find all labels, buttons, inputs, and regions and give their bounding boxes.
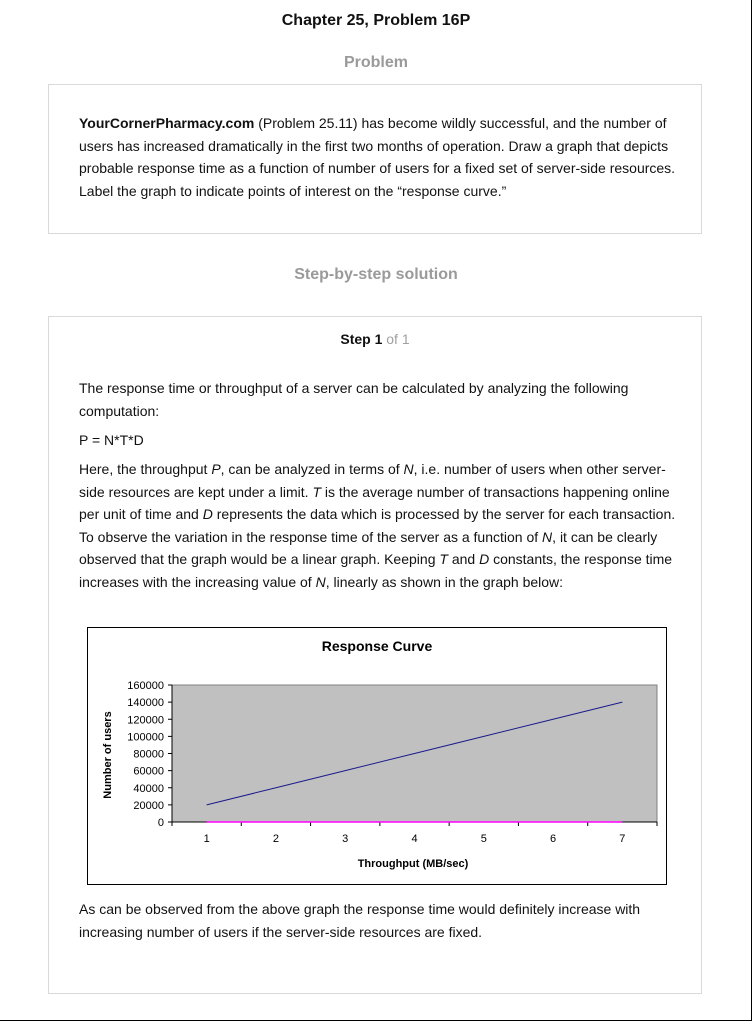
x-axis-label: Throughput (MB/sec) bbox=[358, 858, 469, 870]
step-indicator: Step 1 of 1 bbox=[49, 331, 701, 347]
x-tick-label: 4 bbox=[411, 833, 417, 845]
y-tick-label: 40000 bbox=[133, 783, 164, 795]
y-axis-label: Number of users bbox=[102, 711, 114, 798]
problem-card: YourCornerPharmacy.com (Problem 25.11) h… bbox=[48, 84, 702, 234]
problem-text: (Problem 25.11) has become wildly succes… bbox=[79, 115, 676, 199]
y-tick-label: 60000 bbox=[133, 766, 164, 778]
x-tick-label: 6 bbox=[550, 833, 556, 845]
x-tick-label: 3 bbox=[342, 833, 348, 845]
solution-intro: The response time or throughput of a ser… bbox=[79, 380, 629, 419]
step-number: Step 1 bbox=[340, 331, 383, 347]
solution-card: Step 1 of 1 The response time or through… bbox=[48, 316, 702, 994]
solution-explanation: Here, the throughput P, can be analyzed … bbox=[79, 461, 676, 590]
y-tick-label: 140000 bbox=[127, 697, 164, 709]
chart-title: Response Curve bbox=[322, 638, 433, 654]
problem-site-name: YourCornerPharmacy.com bbox=[79, 115, 255, 131]
step-total: of 1 bbox=[382, 331, 410, 347]
y-tick-label: 100000 bbox=[127, 731, 164, 743]
response-curve-chart: Response Curve 0 20000 40000 60000 80000 1000… bbox=[87, 627, 667, 885]
y-tick-label: 20000 bbox=[133, 800, 164, 812]
x-tick-label: 2 bbox=[273, 833, 279, 845]
y-tick-label: 120000 bbox=[127, 714, 164, 726]
solution-conclusion: As can be observed from the above graph … bbox=[79, 901, 641, 940]
y-axis: 0 20000 40000 60000 80000 100000 120000 140000 1… bbox=[127, 680, 173, 829]
problem-statement: YourCornerPharmacy.com (Problem 25.11) h… bbox=[79, 112, 679, 202]
y-tick-label: 80000 bbox=[133, 749, 164, 761]
formula: P = N*T*D bbox=[79, 432, 144, 448]
x-tick-label: 1 bbox=[204, 833, 210, 845]
y-tick-label: 0 bbox=[158, 817, 164, 829]
page-title: Chapter 25, Problem 16P bbox=[281, 12, 471, 29]
problem-heading: Problem bbox=[343, 54, 408, 71]
y-tick-label: 160000 bbox=[127, 680, 164, 692]
chart-svg: Response Curve 0 20000 40000 60000 80000 1000… bbox=[102, 638, 658, 870]
x-tick-label: 7 bbox=[619, 833, 625, 845]
solution-heading: Step-by-step solution bbox=[294, 266, 458, 283]
series-layer bbox=[206, 701, 623, 823]
x-tick-label: 5 bbox=[481, 833, 487, 845]
x-axis: 1 2 3 4 5 6 7 bbox=[171, 821, 658, 845]
